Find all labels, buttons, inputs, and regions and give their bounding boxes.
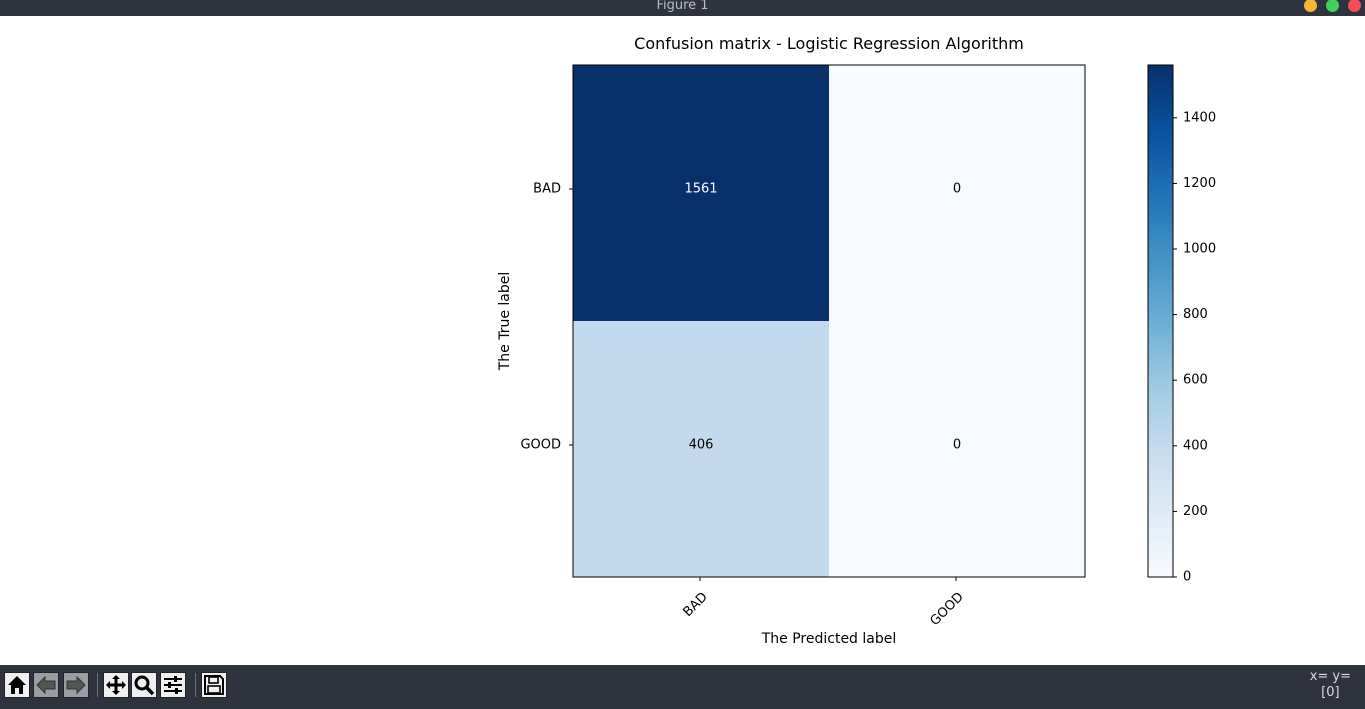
heatmap-cell [573,65,829,321]
chart-title: Confusion matrix - Logistic Regression A… [634,34,1024,53]
arrow-left-icon [36,675,56,695]
window-titlebar: Figure 1 [0,0,1365,16]
move-icon [106,675,126,695]
sliders-icon [164,676,182,694]
floppy-disk-icon [204,675,224,695]
heatmap-cell [829,65,1085,321]
configure-subplots-button[interactable] [160,672,186,698]
minimize-button[interactable] [1304,0,1317,12]
colorbar-tick-label: 0 [1183,570,1191,585]
maximize-button[interactable] [1326,0,1339,12]
y-tick-label: BAD [533,182,561,197]
colorbar-tick-label: 1400 [1183,110,1216,125]
axes-frame [572,64,1086,578]
x-tick-label: GOOD [928,590,967,629]
colorbar [1147,64,1174,578]
home-button[interactable] [4,672,30,698]
confusion-matrix-chart: 1561 0 406 0 BAD GOOD BAD GOOD Confusion matrix … [497,34,1216,647]
colorbar-tick-label: 1000 [1183,242,1216,257]
cursor-coordinates: x= y= [0] [1310,669,1351,701]
heatmap-cell [573,321,829,577]
pan-button[interactable] [103,672,129,698]
window-title: Figure 1 [656,0,709,13]
coords-line-1: x= y= [1309,669,1351,684]
magnifier-icon [134,675,155,696]
cell-value-label: 1561 [684,182,717,197]
cell-value-label: 406 [689,438,714,453]
home-icon [8,676,26,694]
x-axis-label: The Predicted label [761,631,897,647]
save-button[interactable] [201,672,227,698]
zoom-button[interactable] [131,672,157,698]
figure-canvas[interactable]: 1561 0 406 0 BAD GOOD BAD GOOD Confusion matrix … [0,16,1365,665]
x-tick-label: BAD [681,590,711,620]
colorbar-tick-label: 200 [1183,504,1208,519]
toolbar-separator [97,673,98,697]
navigation-toolbar: x= y= [0] [0,665,1365,709]
colorbar-tick-label: 800 [1183,307,1208,322]
cell-value-label: 0 [953,438,961,453]
colorbar-tick-label: 400 [1183,438,1208,453]
forward-button[interactable] [63,672,89,698]
back-button[interactable] [33,672,59,698]
arrow-right-icon [66,675,86,695]
heatmap-cell [829,321,1085,577]
cell-value-label: 0 [953,182,961,197]
y-tick-label: GOOD [520,438,561,453]
toolbar-separator [195,673,196,697]
close-button[interactable] [1348,0,1361,12]
colorbar-tick-label: 600 [1183,373,1208,388]
coords-line-2: [0] [1321,685,1340,700]
colorbar-tick-label: 1200 [1183,176,1216,191]
y-axis-label: The True label [497,272,513,372]
